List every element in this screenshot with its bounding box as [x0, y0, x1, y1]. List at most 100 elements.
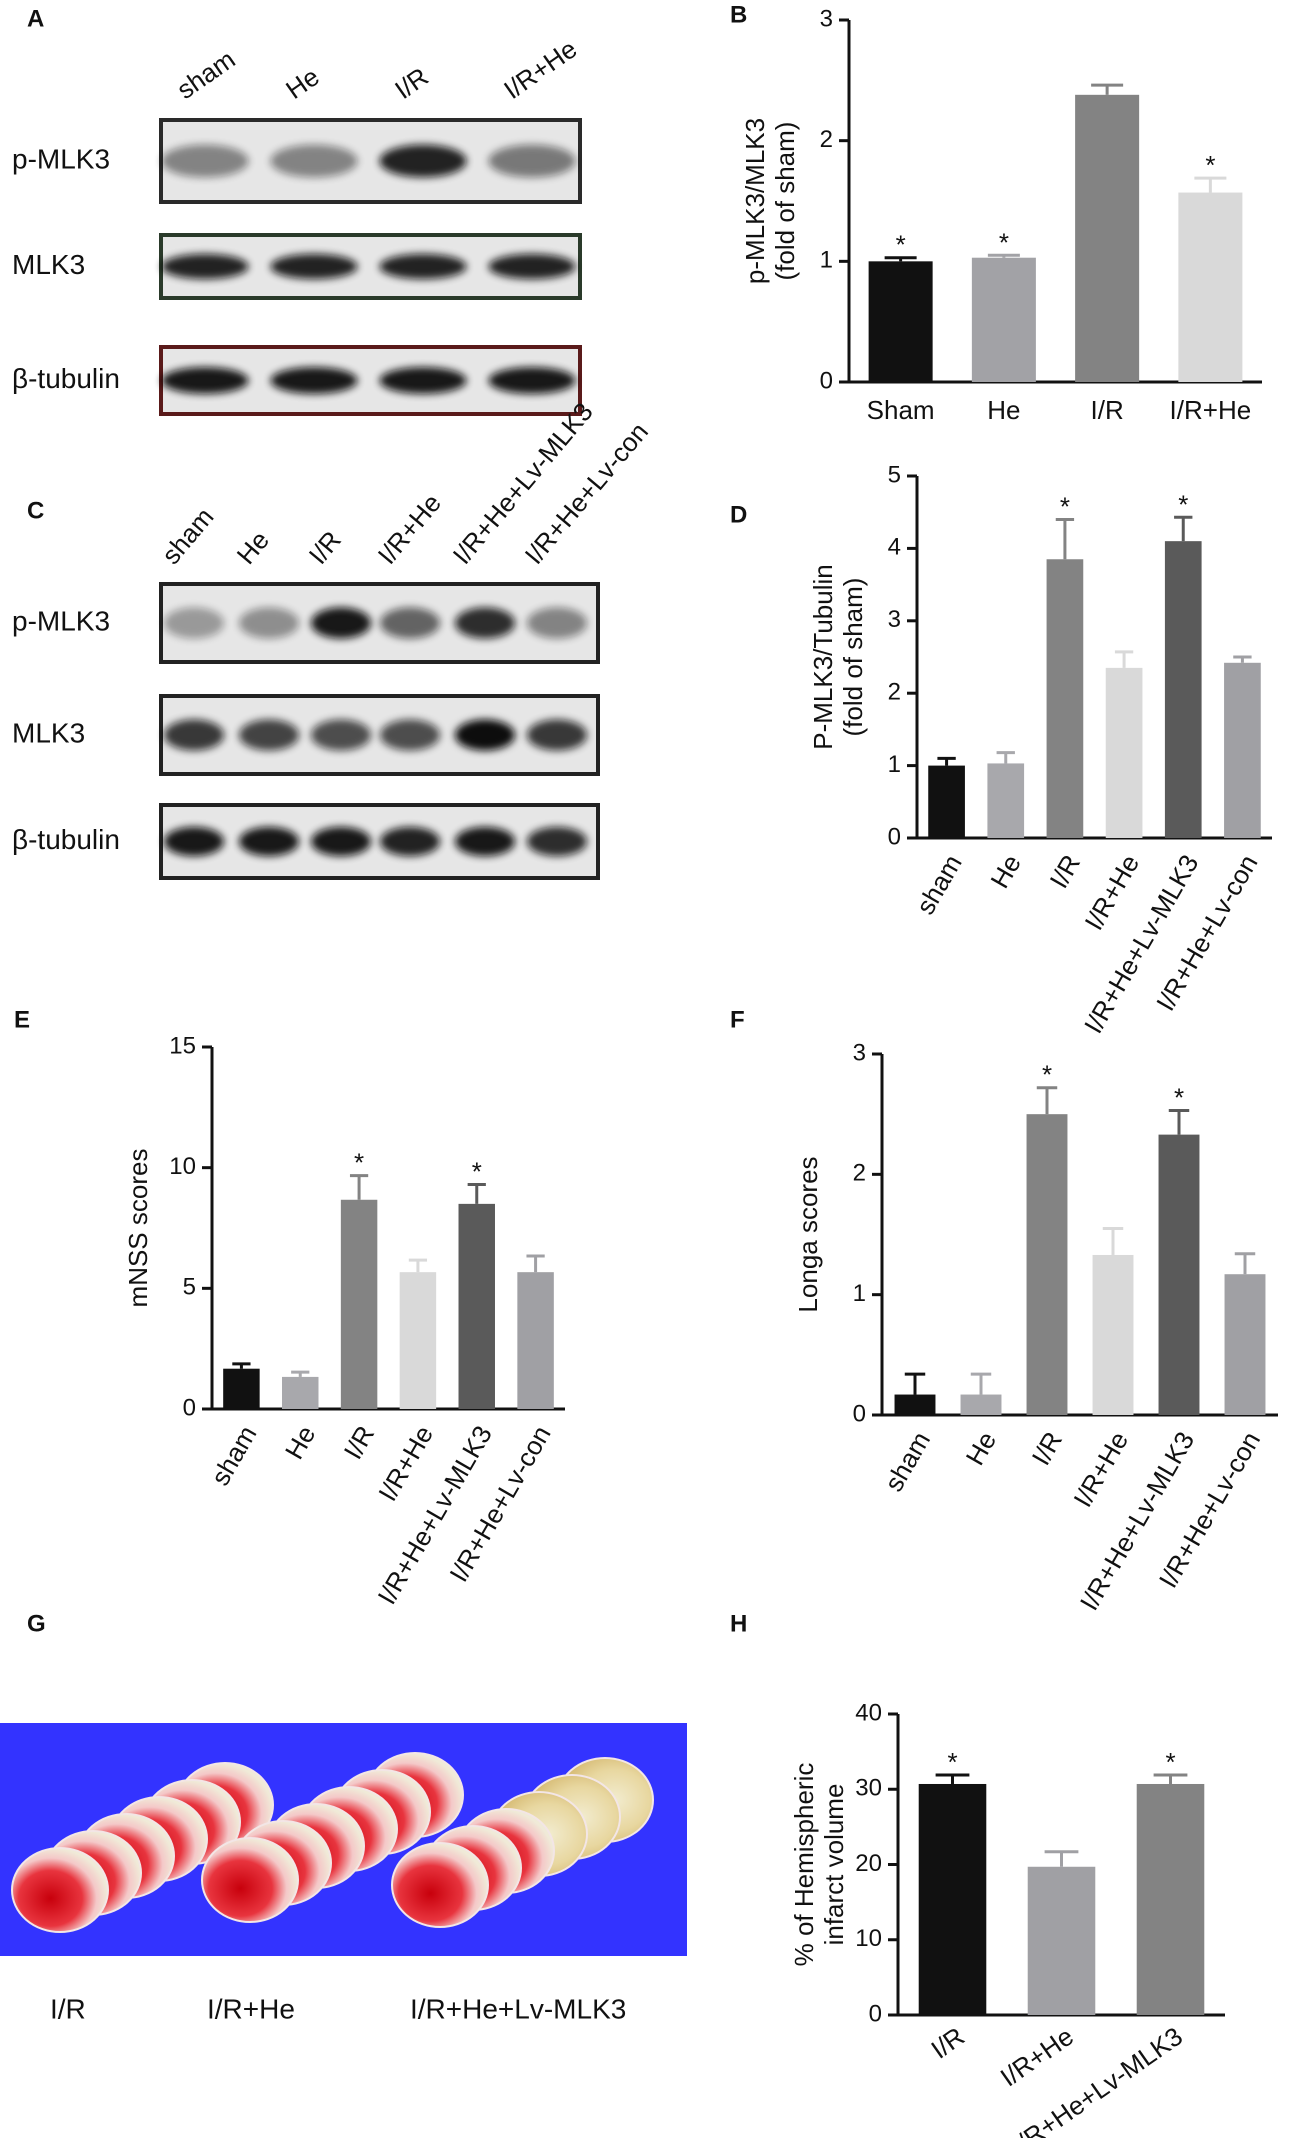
y-axis-title: (fold of sham)	[770, 122, 800, 281]
blot-band	[164, 607, 224, 639]
blot-band	[455, 826, 515, 857]
blot-band	[239, 719, 299, 751]
y-tick-label: 10	[855, 1925, 882, 1952]
blot-box	[159, 694, 600, 776]
significance-mark: *	[896, 230, 906, 260]
significance-mark: *	[472, 1157, 482, 1187]
blot-band	[527, 607, 587, 639]
bar	[987, 763, 1025, 838]
x-tick-label: Sham	[867, 395, 935, 425]
brain-slice	[391, 1842, 489, 1928]
bar	[1178, 192, 1243, 382]
blot-band	[488, 144, 576, 178]
blot-band	[311, 607, 371, 639]
y-tick-label: 3	[853, 1039, 866, 1066]
x-tick-label: sham	[878, 1426, 936, 1496]
group-label: I/R	[50, 1993, 86, 2024]
x-tick-label: I/R+He	[1078, 849, 1145, 935]
significance-mark: *	[354, 1148, 364, 1178]
y-tick-label: 1	[820, 247, 833, 274]
blot-band	[270, 253, 358, 280]
bar	[960, 1394, 1002, 1415]
x-tick-label: He	[987, 395, 1020, 425]
row-label: MLK3	[12, 717, 85, 748]
y-tick-label: 30	[855, 1775, 882, 1802]
y-tick-label: 40	[855, 1699, 882, 1726]
x-tick-label: sham	[205, 1420, 263, 1490]
panel-label: F	[730, 1006, 745, 1033]
bar	[894, 1394, 936, 1415]
significance-mark: *	[999, 227, 1009, 257]
lane-label: I/R	[389, 61, 433, 105]
x-tick-label: I/R	[1091, 395, 1124, 425]
row-label: MLK3	[12, 249, 85, 280]
lane-label: I/R+He	[372, 488, 447, 570]
significance-mark: *	[1165, 1747, 1175, 1777]
y-tick-label: 0	[869, 2000, 882, 2027]
x-tick-label: I/R+He+Lv-MLK3	[1006, 2021, 1188, 2138]
y-tick-label: 5	[888, 461, 901, 488]
lane-label: I/R+He	[498, 34, 582, 105]
y-tick-label: 3	[888, 606, 901, 633]
row-label: p-MLK3	[12, 143, 110, 174]
bar	[1224, 1274, 1266, 1415]
x-tick-label: He	[960, 1426, 1003, 1470]
bar	[918, 1783, 987, 2015]
bar	[517, 1272, 554, 1409]
panel-label: A	[27, 5, 44, 32]
x-tick-label: I/R	[925, 2021, 969, 2065]
bar	[1075, 94, 1140, 383]
panel-label: E	[14, 1006, 30, 1033]
blot-band	[380, 607, 440, 639]
y-tick-label: 2	[820, 126, 833, 153]
y-tick-label: 2	[888, 679, 901, 706]
x-tick-label: I/R	[338, 1420, 381, 1464]
blot-band	[379, 367, 467, 394]
y-tick-label: 5	[183, 1274, 196, 1301]
blot-band	[527, 826, 587, 857]
bar	[340, 1199, 378, 1409]
blot-band	[455, 607, 515, 639]
blot-band	[379, 253, 467, 280]
blot-band	[380, 826, 440, 857]
blot-band	[270, 367, 358, 394]
row-label: β-tubulin	[12, 824, 120, 855]
y-tick-label: 4	[888, 534, 901, 561]
y-tick-label: 3	[820, 5, 833, 32]
group-label: I/R+He+Lv-MLK3	[410, 1993, 626, 2024]
brain-slice	[201, 1837, 299, 1923]
x-tick-label: I/R+He	[995, 2021, 1079, 2092]
row-label: β-tubulin	[12, 363, 120, 394]
bar	[1027, 1866, 1096, 2015]
bar	[1164, 541, 1202, 838]
x-tick-label: sham	[910, 849, 968, 919]
y-axis-title: p-MLK3/MLK3	[740, 118, 770, 284]
y-axis-title: % of Hemispheric	[789, 1763, 819, 1967]
blot-band	[311, 719, 371, 751]
bar	[1224, 662, 1261, 838]
row-label: p-MLK3	[12, 605, 110, 636]
bar	[1092, 1254, 1134, 1415]
bar	[868, 261, 933, 382]
panel-label: G	[27, 1610, 46, 1637]
bar	[1026, 1114, 1068, 1415]
y-tick-label: 20	[855, 1850, 882, 1877]
y-axis-title: P-MLK3/Tubulin	[808, 564, 838, 749]
blot-band	[164, 719, 224, 751]
bar	[458, 1203, 495, 1409]
y-tick-label: 0	[888, 823, 901, 850]
blot-band	[311, 826, 371, 857]
lane-label: sham	[156, 502, 220, 570]
lane-label: He	[231, 525, 275, 570]
blot-band	[455, 719, 515, 751]
lane-label: sham	[171, 44, 240, 105]
x-tick-label: I/R	[1043, 849, 1086, 893]
x-tick-label: I/R	[1026, 1426, 1069, 1470]
blot-band	[380, 719, 440, 751]
x-tick-label: He	[279, 1420, 322, 1464]
significance-mark: *	[1042, 1060, 1052, 1090]
lane-label: I/R	[303, 525, 347, 570]
bar	[1046, 559, 1084, 838]
blot-band	[161, 144, 249, 178]
y-tick-label: 0	[820, 367, 833, 394]
